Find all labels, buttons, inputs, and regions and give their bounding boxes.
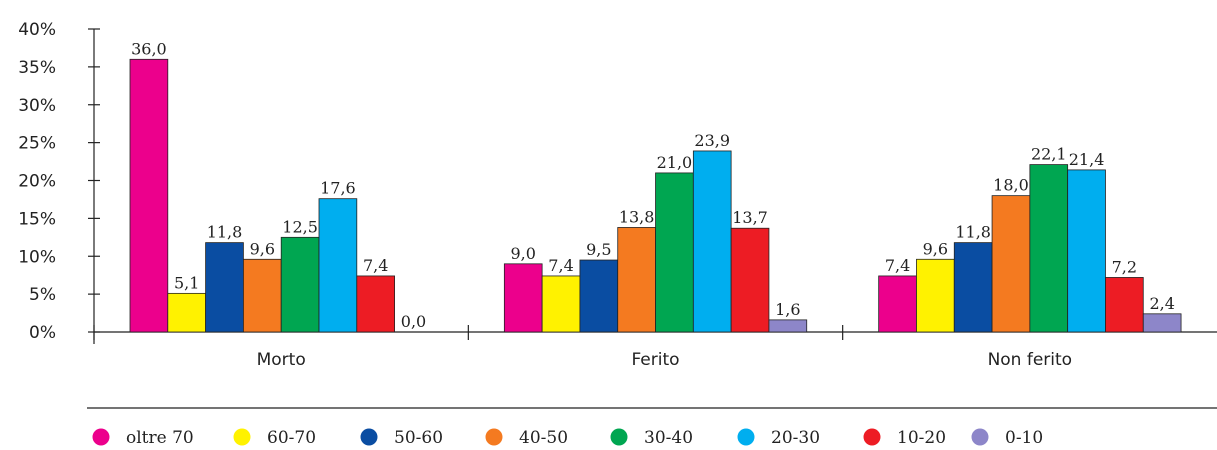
legend-marker: [233, 428, 251, 446]
legend-label: 10-20: [897, 428, 946, 448]
data-label: 7,4: [885, 256, 910, 275]
legend-label: 30-40: [644, 428, 693, 448]
legend-label: oltre 70: [126, 428, 194, 448]
bar: [730, 227, 770, 333]
legend-marker: [737, 428, 755, 446]
bar: [318, 198, 358, 333]
bar: [579, 259, 619, 333]
bar: [1105, 277, 1144, 333]
data-label: 23,9: [694, 131, 730, 150]
bar: [205, 242, 244, 333]
legend-marker: [971, 428, 989, 446]
bar: [242, 258, 282, 333]
data-label: 12,5: [282, 217, 318, 236]
data-label: 7,4: [548, 256, 573, 275]
data-label: 18,0: [993, 176, 1029, 195]
legend-label: 40-50: [519, 428, 568, 448]
data-label: 21,0: [657, 153, 693, 172]
data-label: 9,5: [586, 240, 611, 259]
y-tick-label: 15%: [18, 209, 56, 229]
y-tick-label: 10%: [18, 247, 56, 267]
bar: [1067, 169, 1106, 333]
data-label: 0,0: [401, 312, 426, 331]
data-label: 7,2: [1112, 257, 1137, 276]
data-label: 9,0: [511, 244, 536, 263]
bar: [617, 227, 656, 333]
legend-marker: [360, 428, 378, 446]
data-labels: 36,0 5,1 11,8 9,6 12,517,6 7,4 0,0 9,0 7,4 9,5 13,…: [131, 39, 1175, 331]
y-tick-label: 25%: [18, 134, 56, 154]
bar: [991, 195, 1031, 333]
data-label: 9,6: [923, 239, 948, 258]
y-tick-label: 40%: [18, 20, 56, 40]
y-tick-label: 30%: [18, 96, 56, 116]
data-label: 13,7: [732, 208, 768, 227]
legend-label: 50-60: [394, 428, 443, 448]
bar: [692, 150, 732, 333]
bar: [503, 263, 543, 333]
legend: oltre 70 60-70 50-60 40-50 30-40 20-30 10-20 0-…: [92, 428, 1043, 448]
y-tick-label: 5%: [29, 285, 56, 305]
bar: [878, 275, 917, 333]
data-label: 9,6: [250, 239, 275, 258]
bars: [129, 58, 1182, 333]
bar: [541, 275, 581, 333]
x-category-label: Ferito: [631, 350, 679, 370]
legend-marker: [92, 428, 110, 446]
data-label: 11,8: [955, 223, 991, 242]
data-label: 2,4: [1149, 294, 1174, 313]
bar: [953, 242, 993, 333]
data-label: 11,8: [207, 223, 243, 242]
bar: [129, 58, 169, 333]
legend-label: 60-70: [267, 428, 316, 448]
bar: [1029, 164, 1069, 333]
data-label: 22,1: [1031, 145, 1067, 164]
y-axis: 0% 5% 10% 15% 20% 25% 30% 35% 40%: [18, 20, 100, 344]
data-label: 13,8: [619, 207, 655, 226]
y-tick-label: 0%: [29, 323, 56, 343]
data-label: 36,0: [131, 39, 167, 58]
data-label: 7,4: [363, 256, 388, 275]
bar: [768, 319, 808, 333]
y-tick-label: 20%: [18, 172, 56, 192]
legend-marker: [863, 428, 881, 446]
data-label: 17,6: [320, 179, 356, 198]
y-tick-label: 35%: [18, 58, 56, 78]
x-category-label: Morto: [257, 350, 306, 370]
legend-label: 20-30: [771, 428, 820, 448]
bar: [1142, 313, 1182, 333]
data-label: 21,4: [1069, 150, 1105, 169]
bar: [167, 292, 207, 333]
bar: [356, 275, 395, 333]
bar: [916, 258, 955, 333]
legend-label: 0-10: [1005, 428, 1043, 448]
data-label: 5,1: [174, 273, 199, 292]
data-label: 1,6: [775, 300, 800, 319]
legend-marker: [485, 428, 503, 446]
legend-marker: [610, 428, 628, 446]
bar: [655, 172, 694, 333]
x-category-label: Non ferito: [988, 350, 1073, 370]
bar: [280, 236, 320, 333]
